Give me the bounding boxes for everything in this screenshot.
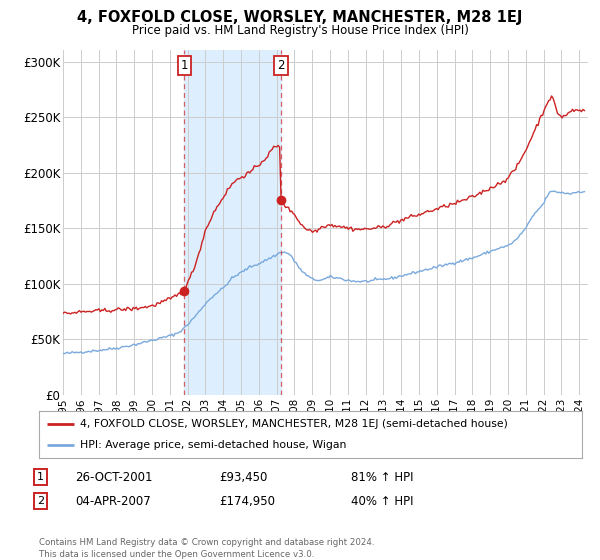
Text: 04-APR-2007: 04-APR-2007 [75, 494, 151, 508]
Bar [184, 50, 281, 395]
Text: Contains HM Land Registry data © Crown copyright and database right 2024.
This d: Contains HM Land Registry data © Crown c… [39, 538, 374, 559]
Text: 1: 1 [37, 472, 44, 482]
Text: Price paid vs. HM Land Registry's House Price Index (HPI): Price paid vs. HM Land Registry's House … [131, 24, 469, 36]
Text: 1: 1 [181, 59, 188, 72]
Text: 26-OCT-2001: 26-OCT-2001 [75, 470, 152, 484]
Text: 2: 2 [37, 496, 44, 506]
Text: HPI: Average price, semi-detached house, Wigan: HPI: Average price, semi-detached house,… [80, 440, 346, 450]
Text: £174,950: £174,950 [219, 494, 275, 508]
Text: 40% ↑ HPI: 40% ↑ HPI [351, 494, 413, 508]
Text: £93,450: £93,450 [219, 470, 268, 484]
Text: 4, FOXFOLD CLOSE, WORSLEY, MANCHESTER, M28 1EJ (semi-detached house): 4, FOXFOLD CLOSE, WORSLEY, MANCHESTER, M… [80, 418, 508, 428]
Text: 81% ↑ HPI: 81% ↑ HPI [351, 470, 413, 484]
Text: 4, FOXFOLD CLOSE, WORSLEY, MANCHESTER, M28 1EJ: 4, FOXFOLD CLOSE, WORSLEY, MANCHESTER, M… [77, 10, 523, 25]
Text: 2: 2 [277, 59, 285, 72]
